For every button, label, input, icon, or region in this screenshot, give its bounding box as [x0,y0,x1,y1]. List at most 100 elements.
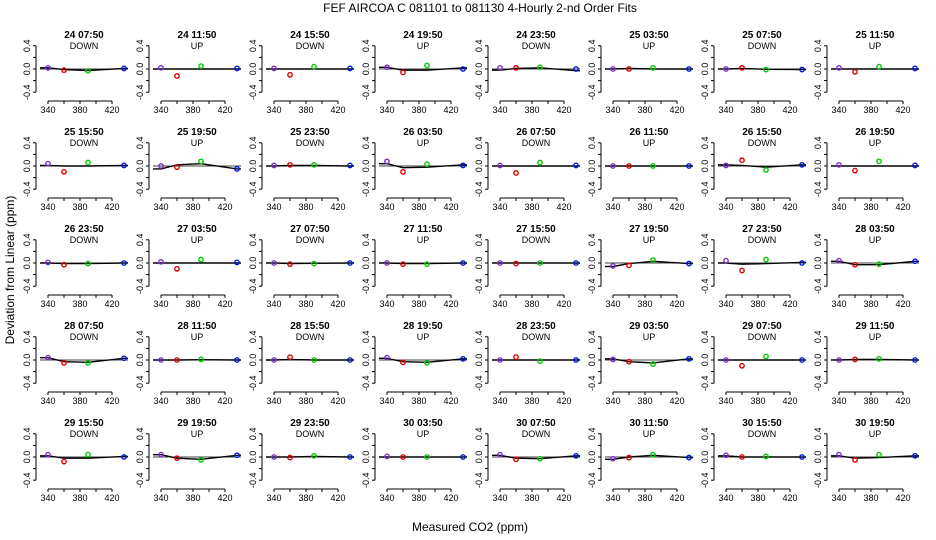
x-axis: 340 380 420 [266,488,346,503]
data-point [287,454,293,461]
data-point [876,158,882,165]
panel-direction-label: DOWN [70,429,99,439]
y-axis: -0.4 0.0 0.4 [135,428,150,488]
y-tick-label: -0.4 [700,278,710,294]
y-tick-label: 0.0 [813,63,823,76]
data-point [763,353,769,360]
y-tick-label: 0.4 [361,234,371,247]
x-tick-label: 340 [831,493,846,503]
panel-title: 25 11:50 [856,30,895,41]
panel-title: 27 15:50 [516,224,556,235]
data-point [347,260,353,266]
data-point [384,64,390,71]
data-point [723,452,729,459]
x-tick-label: 380 [185,202,200,212]
y-tick-label: 0.4 [700,137,710,150]
data-point [497,162,503,169]
data-point [400,168,406,175]
data-point [723,257,729,264]
y-tick-label: 0.0 [135,63,145,76]
y-axis: -0.4 0.0 0.4 [474,234,489,294]
y-tick-label: 0.4 [361,40,371,53]
y-tick-label: 0.4 [474,428,484,441]
y-tick-label: 0.4 [587,428,597,441]
y-tick-label: 0.4 [248,234,258,247]
data-point [45,451,51,458]
y-axis: -0.4 0.0 0.4 [135,331,150,391]
data-point [311,161,317,168]
x-tick-label: 340 [605,202,620,212]
x-tick-label: 420 [895,396,910,406]
y-axis: -0.4 0.0 0.4 [700,331,715,391]
data-point [460,66,466,72]
y-tick-label: 0.4 [474,40,484,53]
x-axis: 340 380 420 [153,100,233,115]
y-tick-label: 0.4 [248,137,258,150]
x-tick-label: 340 [379,202,394,212]
x-tick-label: 340 [40,202,55,212]
x-tick-label: 420 [217,299,232,309]
y-tick-label: 0.4 [22,234,32,247]
panel-title: 30 07:50 [516,418,556,429]
fit-curve [40,164,128,167]
data-point [424,454,430,460]
x-axis: 340 380 420 [379,294,459,309]
y-tick-label: 0.0 [248,451,258,464]
y-tick-label: 0.4 [248,40,258,53]
y-axis: -0.4 0.0 0.4 [474,428,489,488]
y-tick-label: -0.4 [474,84,484,100]
data-point [234,165,240,172]
fit-curve [379,262,467,265]
data-point [650,257,656,263]
x-tick-label: 420 [895,299,910,309]
x-tick-label: 340 [718,493,733,503]
panel-direction-label: UP [417,235,430,245]
y-tick-label: -0.4 [361,181,371,197]
data-point [912,357,918,363]
x-axis: 340 380 420 [40,488,120,503]
data-point [158,451,164,458]
data-point [460,355,466,362]
x-tick-label: 420 [104,299,119,309]
data-point [912,258,918,265]
y-axis: -0.4 0.0 0.4 [248,137,263,197]
x-axis: 340 380 420 [379,391,459,406]
x-tick-label: 340 [718,202,733,212]
panel-direction-label: UP [643,429,656,439]
data-point [686,260,692,267]
y-tick-label: -0.4 [587,278,597,294]
x-tick-label: 420 [782,299,797,309]
y-tick-label: 0.4 [813,331,823,344]
data-point [497,64,503,71]
x-tick-label: 420 [443,493,458,503]
x-tick-label: 380 [750,299,765,309]
panel-direction-label: DOWN [70,41,99,51]
panel-direction-label: UP [869,429,882,439]
y-tick-label: -0.4 [813,181,823,197]
data-point [626,358,632,365]
x-tick-label: 380 [750,202,765,212]
x-tick-label: 340 [492,105,507,115]
x-tick-label: 380 [298,299,313,309]
panel-direction-label: DOWN [522,429,551,439]
fit-curve [831,358,919,361]
y-tick-label: -0.4 [248,84,258,100]
data-point [234,452,240,459]
x-axis: 340 380 420 [605,100,685,115]
data-point [61,359,67,366]
fit-curve [379,66,467,71]
data-point [626,66,632,72]
data-point [852,261,858,268]
y-tick-label: 0.4 [700,428,710,441]
x-tick-label: 420 [556,202,571,212]
fit-curve [266,164,354,167]
